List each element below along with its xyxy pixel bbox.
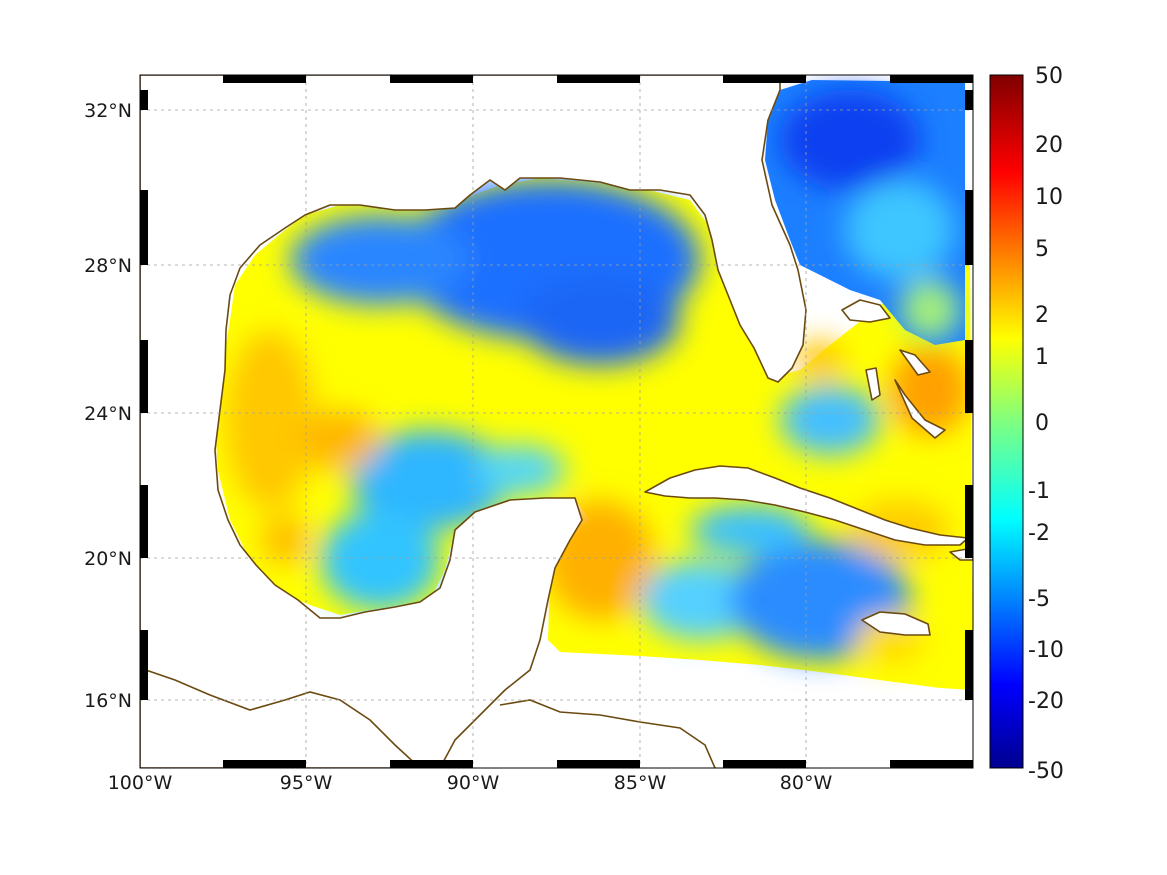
colorbar-tick-label: -20 — [1028, 689, 1064, 714]
x-tick-label: 100°W — [108, 772, 173, 794]
colorbar: 50 20 10 5 2 1 0 -1 -2 -5 -10 -20 -50 — [989, 64, 1064, 784]
y-tick-labels: 32°N 28°N 24°N 20°N 16°N — [84, 100, 132, 712]
y-tick-label: 20°N — [84, 548, 132, 570]
colorbar-tick-label: 20 — [1035, 133, 1063, 158]
coast-bahamas-4 — [894, 379, 946, 439]
y-tick-label: 32°N — [84, 100, 132, 122]
coast-bahamas-1 — [841, 299, 891, 323]
colorbar-gradient — [989, 74, 1024, 769]
map-frame — [139, 74, 974, 769]
y-tick-label: 28°N — [84, 255, 132, 277]
colorbar-tick-label: -5 — [1028, 587, 1050, 612]
coast-central-america — [140, 667, 716, 768]
x-tick-labels: 100°W 95°W 90°W 85°W 80°W — [108, 772, 833, 794]
colorbar-tick-label: -10 — [1028, 638, 1064, 663]
colorbar-tick-label: 2 — [1035, 303, 1049, 328]
x-tick-label: 95°W — [280, 772, 333, 794]
x-tick-label: 80°W — [780, 772, 833, 794]
colorbar-tick-label: 5 — [1035, 237, 1049, 262]
y-tick-label: 24°N — [84, 403, 132, 425]
colorbar-tick-label: 10 — [1035, 185, 1063, 210]
colorbar-tick-label: -2 — [1028, 521, 1050, 546]
coast-bahamas-3 — [899, 349, 931, 376]
colorbar-tick-label: -1 — [1028, 479, 1050, 504]
y-tick-label: 16°N — [84, 690, 132, 712]
grid-lines — [140, 75, 973, 768]
colorbar-tick-label: -50 — [1028, 759, 1064, 784]
colorbar-tick-label: 1 — [1035, 345, 1049, 370]
coast-jamaica — [861, 611, 931, 636]
gulf-data-field — [215, 178, 973, 690]
atlantic-data-field — [765, 80, 965, 345]
x-tick-label: 85°W — [614, 772, 667, 794]
colorbar-tick-label: 50 — [1035, 64, 1063, 89]
coast-bahamas-2 — [865, 367, 881, 401]
colorbar-tick-label: 0 — [1035, 411, 1049, 436]
x-tick-label: 90°W — [447, 772, 500, 794]
colorbar-ticks: 50 20 10 5 2 1 0 -1 -2 -5 -10 -20 -50 — [1028, 64, 1064, 784]
